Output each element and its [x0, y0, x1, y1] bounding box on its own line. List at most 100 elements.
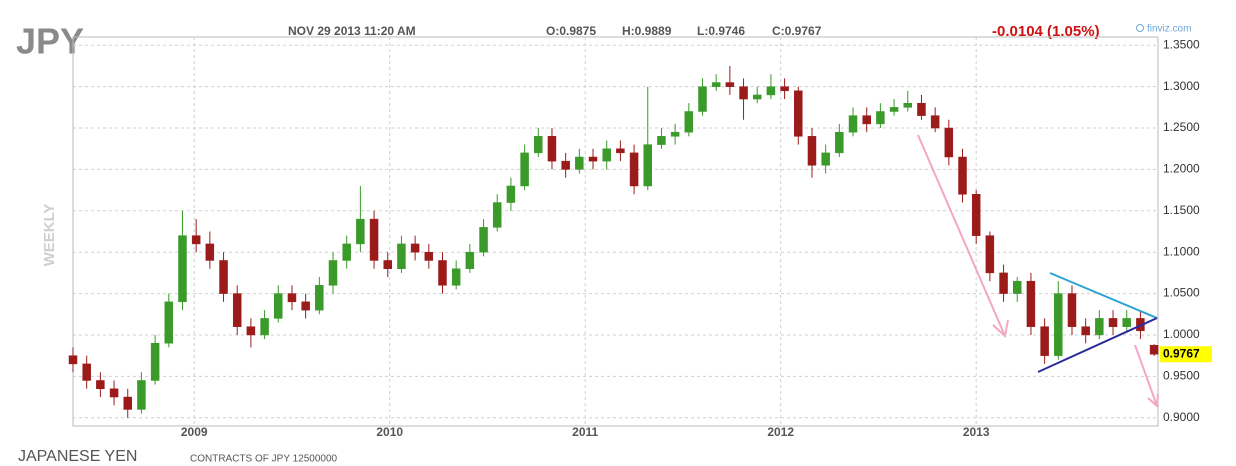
close-price: C:0.9767	[772, 24, 822, 38]
candle-body	[328, 260, 338, 286]
candle-body	[944, 127, 954, 158]
candle-body	[301, 301, 310, 311]
candle-body	[397, 243, 406, 269]
x-tick-label: 2011	[572, 425, 598, 439]
candle-body	[1081, 326, 1090, 336]
y-tick-label: 0.9000	[1163, 410, 1200, 424]
candle-body	[1054, 293, 1063, 356]
candle-body	[698, 86, 707, 112]
candle-body	[739, 86, 748, 100]
candle-body	[1067, 293, 1077, 327]
candle-body	[315, 285, 324, 311]
candle-body	[479, 227, 488, 253]
x-tick-label: 2012	[767, 425, 794, 439]
plot-area: 0.9000 0.9500 1.0000 1.0500 1.1000 1.1500 1.20…	[68, 36, 1212, 439]
candle-body	[506, 185, 516, 203]
candle-body	[835, 131, 844, 154]
candle-body	[930, 115, 940, 129]
candle-body	[643, 144, 653, 187]
candle-body	[848, 115, 858, 133]
candle-body	[794, 90, 803, 137]
instrument-name: JAPANESE YEN	[18, 448, 137, 465]
candle-body	[602, 148, 611, 162]
y-tick-label: 1.3000	[1163, 79, 1200, 93]
candle-body	[971, 194, 981, 236]
y-tick-label: 1.3500	[1163, 37, 1200, 51]
high-price: H:0.9889	[622, 24, 672, 38]
y-tick-label: 1.2500	[1163, 120, 1200, 134]
candle-body	[424, 251, 434, 261]
candle-body	[260, 318, 269, 336]
candle-body	[670, 131, 680, 137]
candle-body	[178, 235, 187, 303]
candle-body	[287, 293, 297, 303]
candle-body	[575, 156, 584, 170]
candle-body	[438, 260, 447, 286]
candle-body	[547, 136, 557, 162]
candle-body	[725, 82, 735, 87]
candle-body	[588, 156, 598, 162]
contracts: CONTRACTS OF JPY 12500000	[190, 454, 338, 465]
candle-body	[876, 111, 885, 125]
candle-body	[684, 111, 694, 133]
candle-body	[780, 86, 789, 92]
arrow-head	[1147, 393, 1159, 409]
arrow-head	[992, 319, 1009, 338]
candle-body	[137, 380, 146, 410]
y-tick-label: 0.9500	[1163, 369, 1200, 383]
candle-body	[862, 115, 871, 125]
source-icon	[1136, 24, 1144, 32]
candle-body	[821, 152, 830, 166]
y-tick-label: 1.1500	[1163, 203, 1200, 217]
x-tick-label: 2009	[181, 425, 208, 439]
annotations	[917, 134, 1159, 409]
candle-body	[1149, 345, 1159, 355]
open-price: O:0.9875	[546, 24, 596, 38]
candle-body	[492, 202, 502, 228]
candle-body	[369, 218, 379, 261]
candle-body	[1108, 318, 1118, 327]
candle-body	[999, 272, 1008, 294]
candle-body	[383, 260, 392, 269]
change: -0.0104 (1.05%)	[992, 23, 1100, 40]
candle-body	[232, 293, 242, 327]
candle-body	[219, 260, 228, 294]
candle-body	[1095, 318, 1104, 336]
candle-body	[274, 293, 283, 319]
last-price-box	[1160, 346, 1212, 363]
candle-body	[958, 156, 967, 195]
candle-body	[903, 102, 913, 108]
candle-body	[451, 268, 461, 286]
source: finviz.com	[1147, 24, 1191, 35]
candle-body	[711, 82, 721, 87]
candle-body	[520, 152, 529, 187]
triangle-upper	[1049, 272, 1158, 319]
trend-arrow	[1134, 344, 1158, 407]
last-price-label: 0.9767	[1163, 346, 1200, 360]
candle-body	[985, 235, 995, 274]
candle-body	[766, 86, 776, 96]
candle-body	[68, 355, 78, 365]
plot-frame	[72, 36, 1159, 427]
y-tick-label: 1.0500	[1163, 286, 1200, 300]
y-tick-label: 1.1000	[1163, 244, 1200, 258]
candle-body	[410, 243, 420, 253]
candle-body	[109, 388, 119, 398]
candle-body	[356, 218, 365, 245]
candle-body	[246, 326, 256, 336]
candle-body	[191, 235, 201, 245]
x-tick-label: 2010	[376, 425, 403, 439]
candle-body	[342, 243, 351, 261]
period: WEEKLY	[41, 204, 58, 267]
candle-body	[616, 148, 625, 154]
candle-body	[917, 102, 926, 116]
candle-body	[1122, 318, 1131, 327]
symbol: JPY	[16, 21, 84, 62]
candle-body	[561, 160, 570, 170]
candle-body	[465, 251, 475, 269]
candle-body	[82, 363, 91, 381]
x-tick-label: 2013	[963, 425, 990, 439]
candle-body	[1040, 326, 1049, 356]
candle-body	[1026, 280, 1036, 327]
candle-body	[150, 342, 160, 381]
